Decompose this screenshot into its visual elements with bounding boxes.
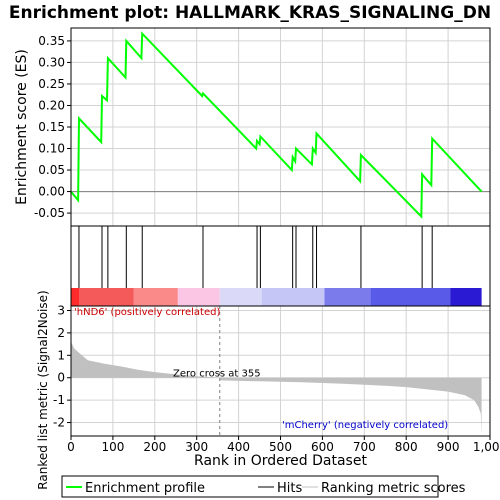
colorbar-segment [324, 288, 371, 306]
es-y-tick-label: 0.05 [38, 163, 65, 177]
rank-y-axis-title: Ranked list metric (Signal2Noise) [36, 290, 50, 489]
legend-label: Hits [277, 481, 302, 496]
legend: Enrichment profile Hits Ranking metric sco… [61, 475, 466, 498]
es-y-tick-label: 0.00 [38, 185, 65, 199]
es-y-tick-label: 0.30 [38, 55, 65, 69]
rank-x-tick-label: 600 [311, 440, 334, 454]
es-y-tick-label: 0.35 [38, 34, 65, 48]
ranking-colorbar [71, 288, 482, 306]
legend-label: Ranking metric scores [321, 481, 466, 496]
rank-y-tick-label: -1 [53, 393, 65, 407]
colorbar-segment [71, 288, 80, 306]
es-gridlines [70, 28, 491, 226]
colorbar-segment [261, 288, 325, 306]
rank-y-ticks: -2 -1 0 1 2 3 [53, 303, 71, 430]
legend-label: Enrichment profile [85, 481, 205, 496]
rank-y-tick-label: 0 [57, 371, 65, 385]
rank-x-tick-label: 400 [227, 440, 250, 454]
rank-x-axis-title: Rank in Ordered Dataset [194, 453, 367, 469]
hits-panel [70, 225, 491, 307]
colorbar-segment [133, 288, 178, 306]
enrichment-profile-line [70, 31, 483, 219]
rank-y-tick-label: 2 [57, 326, 65, 340]
chart-title: Enrichment plot: HALLMARK_KRAS_SIGNALING… [9, 3, 491, 23]
rank-y-tick-label: -2 [53, 416, 65, 430]
rank-x-tick-label: 200 [143, 440, 166, 454]
rank-x-tick-label: 0 [67, 440, 75, 454]
es-y-tick-label: 0.20 [38, 98, 65, 112]
rank-y-tick-label: 3 [57, 303, 65, 317]
es-y-tick-label: -0.05 [34, 206, 65, 220]
rank-y-tick-label: 1 [57, 348, 65, 362]
zero-cross-label: Zero cross at 355 [173, 369, 261, 380]
rank-x-tick-label: 900 [437, 440, 460, 454]
es-y-ticks: -0.05 0.00 0.05 0.10 0.15 0.20 0.25 0.30 0.35 [34, 34, 71, 220]
es-y-tick-label: 0.15 [38, 120, 65, 134]
negative-correlation-label: 'mCherry' (negatively correlated) [282, 420, 448, 431]
colorbar-segment [370, 288, 451, 306]
es-y-tick-label: 0.10 [38, 142, 65, 156]
positive-correlation-label: 'hND6' (positively correlated) [74, 307, 220, 318]
legend-items: Enrichment profile Hits Ranking metric sco… [66, 481, 466, 496]
ranked-metric-panel: -2 -1 0 1 2 3 0 100 200 300 400 500 600 700 800 900 1,0… [36, 290, 500, 489]
legend-box [61, 475, 439, 498]
rank-x-ticks: 0 100 200 300 400 500 600 700 800 900 1,000 [67, 436, 500, 454]
rank-x-tick-label: 300 [185, 440, 208, 454]
colorbar-segment [79, 288, 134, 306]
colorbar-segment [219, 288, 262, 306]
es-y-axis-title: Enrichment score (ES) [14, 49, 30, 205]
colorbar-segment [450, 288, 482, 306]
es-y-tick-label: 0.25 [38, 77, 65, 91]
rank-x-tick-label: 500 [269, 440, 292, 454]
enrichment-score-panel: -0.05 0.00 0.05 0.10 0.15 0.20 0.25 0.30 0.35 En… [14, 27, 491, 227]
rank-x-tick-label: 700 [353, 440, 376, 454]
rank-x-tick-label: 800 [395, 440, 418, 454]
hit-lines [78, 226, 433, 288]
rank-x-tick-label: 100 [101, 440, 124, 454]
rank-x-tick-label: 1,000 [473, 440, 500, 454]
colorbar-segment [177, 288, 220, 306]
